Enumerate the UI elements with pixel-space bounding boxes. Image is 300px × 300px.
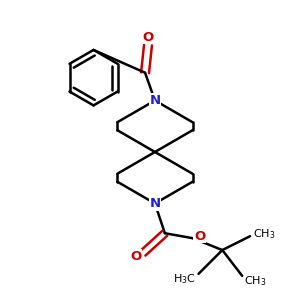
Text: O: O <box>130 250 142 262</box>
Text: CH$_3$: CH$_3$ <box>253 227 275 241</box>
Text: N: N <box>149 94 161 107</box>
Text: N: N <box>149 197 161 210</box>
Text: O: O <box>194 230 205 243</box>
Text: CH$_3$: CH$_3$ <box>244 274 267 288</box>
Text: O: O <box>142 31 154 44</box>
Text: H$_3$C: H$_3$C <box>173 272 196 286</box>
